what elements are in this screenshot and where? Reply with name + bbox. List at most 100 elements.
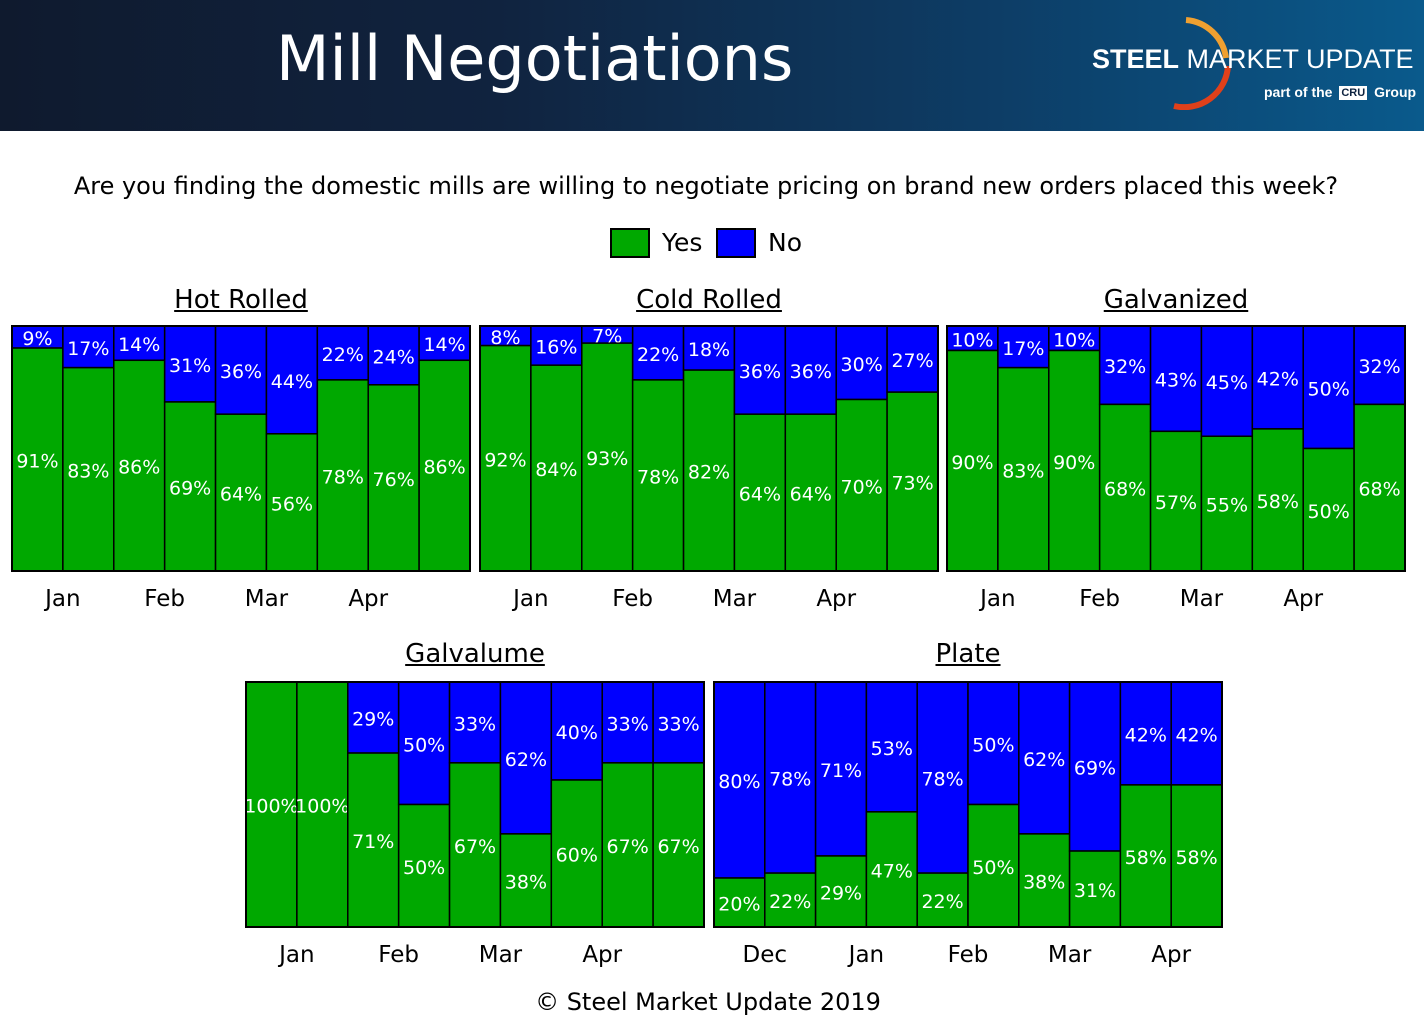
- plot-frame: [713, 681, 1223, 928]
- legend-label-yes: Yes: [662, 228, 703, 257]
- bar-no-6: [1251, 325, 1304, 430]
- bar-yes-6: [550, 779, 603, 928]
- bar-label-yes-7: 76%: [373, 469, 415, 491]
- bar-label-yes-3: 69%: [169, 477, 211, 499]
- bar-label-yes-4: 82%: [688, 462, 730, 484]
- bar-yes-9: [1170, 784, 1223, 928]
- bar-label-no-0: 9%: [22, 328, 52, 350]
- bar-label-no-8: 33%: [657, 713, 699, 735]
- survey-question: Are you finding the domestic mills are w…: [73, 172, 1339, 200]
- bar-label-yes-1: 84%: [535, 459, 577, 481]
- bar-yes-7: [601, 762, 654, 928]
- bar-no-3: [631, 325, 685, 381]
- bar-label-no-7: 24%: [373, 346, 415, 368]
- bar-label-yes-2: 90%: [1053, 452, 1095, 474]
- bar-label-yes-8: 58%: [1125, 847, 1167, 869]
- bar-label-yes-6: 64%: [790, 484, 832, 506]
- bar-no-1: [530, 325, 583, 366]
- bar-yes-3: [163, 401, 217, 572]
- steel-market-update-logo: STEEL MARKET UPDATE part of the CRU Grou…: [1086, 14, 1420, 110]
- chart-galvalume: 100%100% 29% 71% 50% 50% 33% 67% 62% 38% 40% 60% 33…: [244, 681, 705, 968]
- bar-label-yes-8: 68%: [1358, 479, 1400, 501]
- bar-label-no-1: 17%: [1002, 338, 1044, 360]
- chart-cold-rolled: 8% 92% 16% 84% 7% 93% 22% 78% 18% 82% 36% 64% 36% 64%…: [479, 325, 939, 612]
- chart-plate: 80% 20% 78% 22% 71% 29% 53% 47% 78% 22% 50% 50% 62% 3…: [713, 681, 1223, 968]
- bar-label-yes-1: 100%: [295, 796, 349, 818]
- bar-no-3: [397, 681, 451, 806]
- bar-yes-5: [265, 433, 319, 572]
- bar-label-yes-0: 90%: [951, 452, 993, 474]
- bar-label-no-1: 78%: [769, 769, 811, 791]
- panel-title-hot-rolled: Hot Rolled: [174, 285, 308, 315]
- bar-label-no-0: 80%: [718, 771, 760, 793]
- bar-label-no-6: 40%: [556, 722, 598, 744]
- bar-yes-8: [1353, 403, 1406, 572]
- bar-no-5: [1200, 325, 1254, 437]
- bar-label-yes-5: 55%: [1206, 495, 1248, 517]
- bar-label-yes-5: 50%: [972, 857, 1014, 879]
- bar-label-yes-6: 60%: [556, 845, 598, 867]
- bar-label-no-6: 42%: [1257, 368, 1299, 390]
- bar-label-no-5: 62%: [505, 749, 547, 771]
- bar-label-yes-2: 29%: [820, 882, 862, 904]
- bar-label-yes-9: 58%: [1175, 847, 1217, 869]
- bar-no-4: [214, 325, 268, 415]
- bar-label-yes-2: 71%: [352, 831, 394, 853]
- bar-no-9: [1170, 681, 1223, 786]
- bar-yes-1: [62, 366, 115, 572]
- bar-no-5: [499, 681, 553, 835]
- month-label-feb: Feb: [144, 586, 185, 612]
- bar-label-yes-3: 47%: [871, 860, 913, 882]
- bar-label-no-7: 50%: [1308, 378, 1350, 400]
- plot-frame: [946, 325, 1406, 572]
- logo-arc-icon: [1173, 17, 1231, 110]
- bar-yes-1: [997, 366, 1050, 572]
- bar-yes-5: [499, 833, 553, 928]
- bar-yes-4: [214, 413, 268, 572]
- bar-label-yes-4: 64%: [220, 484, 262, 506]
- bar-no-2: [347, 681, 400, 754]
- plot-frame: [11, 325, 471, 572]
- bar-label-no-7: 69%: [1074, 758, 1116, 780]
- bar-label-yes-5: 56%: [271, 493, 313, 515]
- bar-label-no-2: 14%: [118, 334, 160, 356]
- page-title: Mill Negotiations: [276, 22, 794, 95]
- bar-no-7: [601, 681, 654, 764]
- bar-label-yes-3: 78%: [637, 466, 679, 488]
- bar-label-no-3: 31%: [169, 355, 211, 377]
- plot-frame: [245, 681, 705, 928]
- bar-label-no-5: 36%: [739, 361, 781, 383]
- month-label-jan: Jan: [277, 942, 314, 968]
- bar-label-no-8: 32%: [1358, 356, 1400, 378]
- bar-no-8: [1119, 681, 1172, 786]
- bar-yes-4: [448, 762, 502, 928]
- month-label-apr: Apr: [348, 586, 388, 612]
- bar-label-no-8: 14%: [423, 334, 465, 356]
- bar-label-no-8: 42%: [1125, 724, 1167, 746]
- bar-label-yes-8: 73%: [891, 473, 933, 495]
- month-label-mar: Mar: [245, 586, 289, 612]
- bar-yes-6: [316, 379, 369, 572]
- bar-label-yes-8: 86%: [423, 457, 465, 479]
- month-label-mar: Mar: [1180, 586, 1224, 612]
- bar-label-no-4: 43%: [1155, 370, 1197, 392]
- bar-yes-8: [418, 359, 471, 572]
- month-label-apr: Apr: [582, 942, 622, 968]
- bar-label-yes-2: 86%: [118, 457, 160, 479]
- bar-yes-3: [1098, 403, 1152, 572]
- bar-label-yes-1: 83%: [1002, 460, 1044, 482]
- month-label-mar: Mar: [1048, 942, 1092, 968]
- bar-label-no-4: 33%: [454, 713, 496, 735]
- bar-no-4: [448, 681, 502, 764]
- legend-swatch-no: [716, 228, 756, 258]
- bar-no-7: [367, 325, 420, 386]
- bar-yes-2: [347, 752, 400, 928]
- bar-label-no-1: 16%: [535, 337, 577, 359]
- bar-no-0: [713, 681, 766, 879]
- month-label-apr: Apr: [1151, 942, 1191, 968]
- bar-label-no-0: 8%: [490, 327, 520, 349]
- bar-label-yes-7: 31%: [1074, 880, 1116, 902]
- bar-label-no-4: 78%: [921, 769, 963, 791]
- bar-yes-6: [1251, 428, 1304, 572]
- month-label-mar: Mar: [479, 942, 523, 968]
